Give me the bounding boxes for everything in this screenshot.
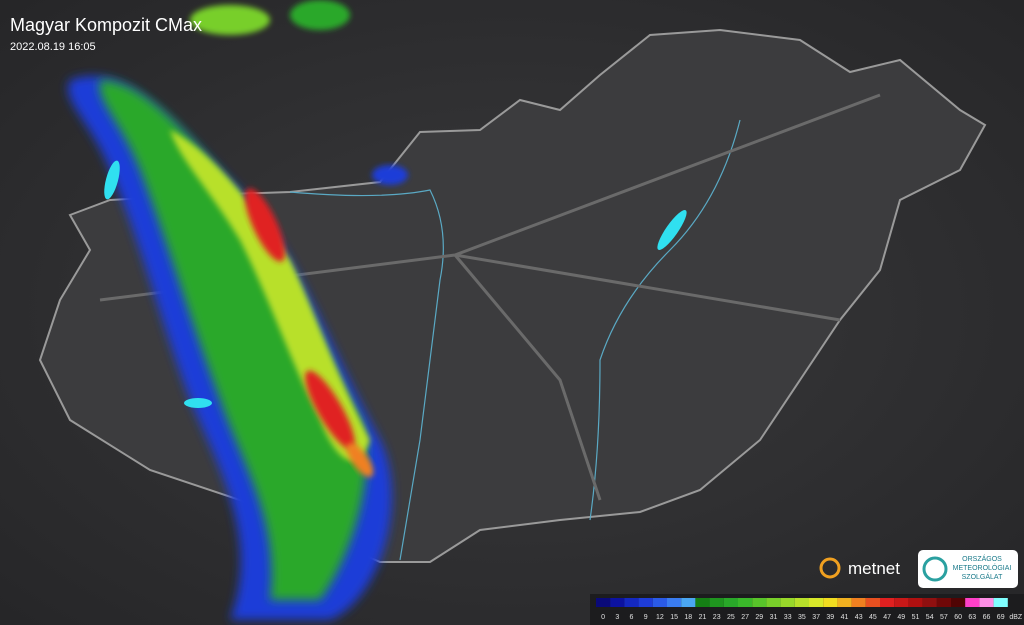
legend-tick-label: 47	[883, 614, 891, 621]
legend-tick-label: 33	[784, 614, 792, 621]
legend-tick-label: 12	[656, 614, 664, 621]
omsz-logo: ORSZÁGOS METEOROLÓGIAI SZOLGÁLAT	[918, 550, 1018, 588]
metnet-logo: metnet	[819, 557, 900, 579]
legend-tick-label: 25	[727, 614, 735, 621]
timestamp: 2022.08.19 16:05	[10, 41, 96, 53]
legend-swatch	[851, 598, 866, 607]
legend: 0 3 6 9 12 15 18 21 23 25 27 29 31 33 35 37 39 41 43 45 47 49…	[596, 598, 1023, 621]
metnet-text: metnet	[848, 559, 900, 578]
legend-tick-label: 6	[630, 614, 634, 621]
legend-swatch	[865, 598, 880, 607]
legend-swatch	[766, 598, 781, 607]
legend-tick-label: 43	[855, 614, 863, 621]
legend-swatch	[837, 598, 852, 607]
legend-tick-label: 45	[869, 614, 877, 621]
legend-tick-label: 9	[644, 614, 648, 621]
legend-tick-label: 57	[940, 614, 948, 621]
legend-swatch	[638, 598, 653, 607]
radar-echo	[68, 0, 408, 620]
legend-tick-label: 27	[741, 614, 749, 621]
omsz-line: SZOLGÁLAT	[962, 572, 1003, 581]
legend-swatch	[794, 598, 809, 607]
legend-tick-label: 0	[601, 614, 605, 621]
legend-swatch	[823, 598, 838, 607]
legend-swatch	[880, 598, 895, 607]
legend-swatch	[610, 598, 625, 607]
legend-swatch	[951, 598, 966, 607]
legend-tick-label: 39	[826, 614, 834, 621]
legend-tick-label: 21	[699, 614, 707, 621]
legend-swatch	[667, 598, 682, 607]
legend-tick-label: 3	[615, 614, 619, 621]
legend-swatch	[936, 598, 951, 607]
metnet-icon	[819, 557, 841, 579]
omsz-line: ORSZÁGOS	[962, 554, 1002, 563]
legend-swatch	[979, 598, 994, 607]
legend-swatch	[709, 598, 724, 607]
legend-tick-label: 29	[755, 614, 763, 621]
legend-swatch	[965, 598, 980, 607]
lakes	[104, 160, 687, 408]
legend-tick-label: 15	[670, 614, 678, 621]
legend-swatch	[681, 598, 696, 607]
legend-tick-label: 37	[812, 614, 820, 621]
legend-swatch	[596, 598, 611, 607]
omsz-line: METEOROLÓGIAI	[953, 563, 1012, 572]
legend-tick-label: 35	[798, 614, 806, 621]
map-title: Magyar Kompozit CMax	[10, 15, 202, 35]
legend-tick-label: 66	[983, 614, 991, 621]
legend-tick-label: 69	[997, 614, 1005, 621]
legend-tick-label: 60	[954, 614, 962, 621]
legend-swatch	[894, 598, 909, 607]
legend-swatch	[738, 598, 753, 607]
legend-tick-label: 49	[897, 614, 905, 621]
legend-tick-label: 51	[912, 614, 920, 621]
legend-tick-label: 41	[841, 614, 849, 621]
legend-swatch	[809, 598, 824, 607]
legend-unit: dBZ	[1009, 614, 1023, 621]
legend-swatch	[922, 598, 937, 607]
legend-swatch	[652, 598, 667, 607]
legend-tick-label: 18	[684, 614, 692, 621]
legend-tick-label: 31	[770, 614, 778, 621]
legend-swatch	[752, 598, 767, 607]
legend-tick-label: 23	[713, 614, 721, 621]
omsz-icon	[922, 556, 948, 582]
legend-swatch	[695, 598, 710, 607]
legend-swatch	[723, 598, 738, 607]
legend-swatch	[624, 598, 639, 607]
legend-swatch	[908, 598, 923, 607]
rivers	[289, 119, 741, 561]
legend-swatch	[993, 598, 1008, 607]
legend-tick-label: 63	[968, 614, 976, 621]
legend-tick-label: 54	[926, 614, 934, 621]
legend-swatch	[780, 598, 795, 607]
